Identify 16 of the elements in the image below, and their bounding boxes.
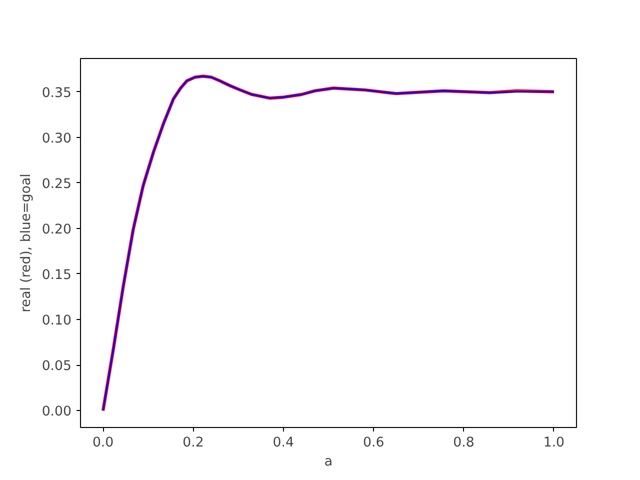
y-tick-label: 0.05: [42, 359, 72, 374]
y-tick-label: 0.25: [42, 176, 72, 192]
y-tick-label: 0.15: [42, 268, 72, 283]
x-tick-label: 0.4: [272, 436, 294, 450]
y-tick-label: 0.00: [42, 404, 72, 420]
x-tick-label: 0.0: [92, 436, 114, 450]
y-tick-label: 0.30: [42, 131, 72, 146]
x-axis-title: a: [324, 454, 333, 470]
x-tick-label: 0.8: [453, 436, 474, 450]
y-tick-label: 0.35: [42, 86, 72, 101]
x-tick-label: 0.2: [182, 436, 204, 450]
x-tick-label: 1.0: [543, 436, 565, 450]
y-axis-title: real (red), blue=goal: [18, 174, 34, 312]
y-tick-label: 0.20: [42, 222, 72, 238]
x-tick-label: 0.6: [362, 436, 384, 450]
y-tick-label: 0.10: [42, 314, 72, 329]
